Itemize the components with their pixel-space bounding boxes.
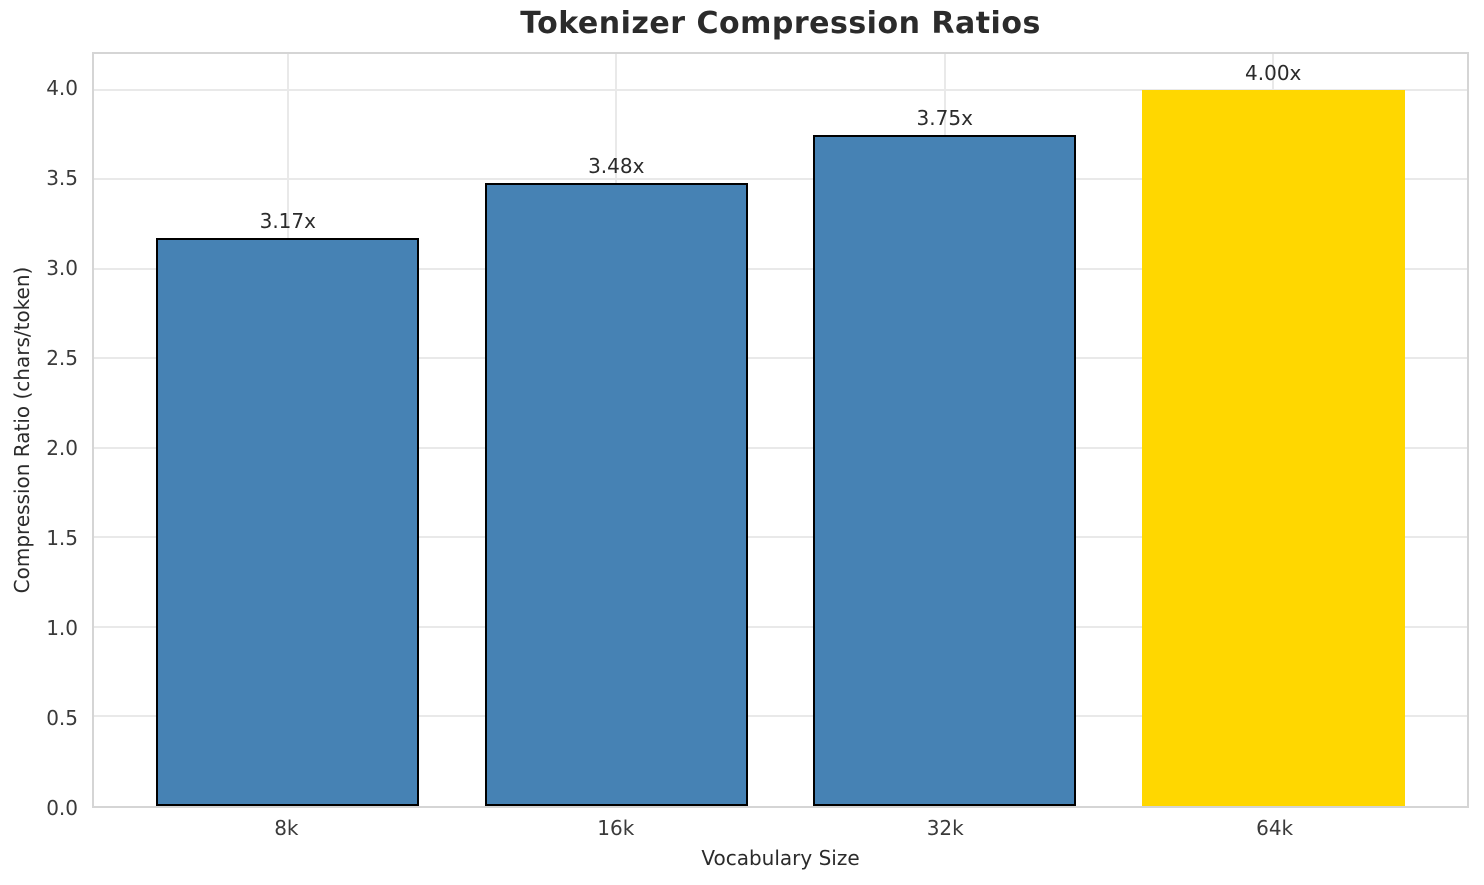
- h-gridline: [94, 88, 1467, 91]
- chart-title: Tokenizer Compression Ratios: [520, 6, 1041, 41]
- y-tick-label: 2.0: [46, 436, 78, 460]
- y-tick-label: 3.5: [46, 166, 78, 190]
- x-axis-label: Vocabulary Size: [701, 846, 860, 870]
- h-gridline: [94, 446, 1467, 449]
- h-gridline: [94, 267, 1467, 270]
- bar-value-label: 4.00x: [1245, 60, 1302, 85]
- y-tick-label: 0.5: [46, 706, 78, 730]
- h-gridline: [94, 178, 1467, 181]
- y-axis-label: Compression Ratio (chars/token): [10, 266, 34, 594]
- h-gridline: [94, 715, 1467, 718]
- bar-32k: [813, 134, 1077, 806]
- x-tick-label: 16k: [597, 816, 635, 840]
- y-tick-label: 1.5: [46, 526, 78, 550]
- y-tick-label: 1.0: [46, 616, 78, 640]
- bar-8k: [156, 238, 420, 806]
- bar-value-label: 3.17x: [259, 209, 316, 234]
- plot-area: 3.17x 3.48x 3.75x 4.00x: [92, 52, 1469, 808]
- x-axis-ticks: 8k 16k 32k 64k: [92, 816, 1469, 842]
- y-axis-ticks: 0.0 0.5 1.0 1.5 2.0 2.5 3.0 3.5 4.0: [0, 52, 92, 820]
- y-tick-label: 2.5: [46, 346, 78, 370]
- h-gridline: [94, 357, 1467, 360]
- y-tick-label: 0.0: [46, 796, 78, 820]
- x-tick-label: 8k: [274, 816, 299, 840]
- bar-value-label: 3.75x: [916, 105, 973, 130]
- bar-value-label: 3.48x: [588, 153, 645, 178]
- h-gridline: [94, 536, 1467, 539]
- x-tick-label: 64k: [1256, 816, 1294, 840]
- h-gridline: [94, 625, 1467, 628]
- bar-16k: [484, 182, 748, 806]
- y-tick-label: 4.0: [46, 76, 78, 100]
- y-tick-label: 3.0: [46, 256, 78, 280]
- bar-64k: [1141, 89, 1405, 806]
- x-tick-label: 32k: [926, 816, 964, 840]
